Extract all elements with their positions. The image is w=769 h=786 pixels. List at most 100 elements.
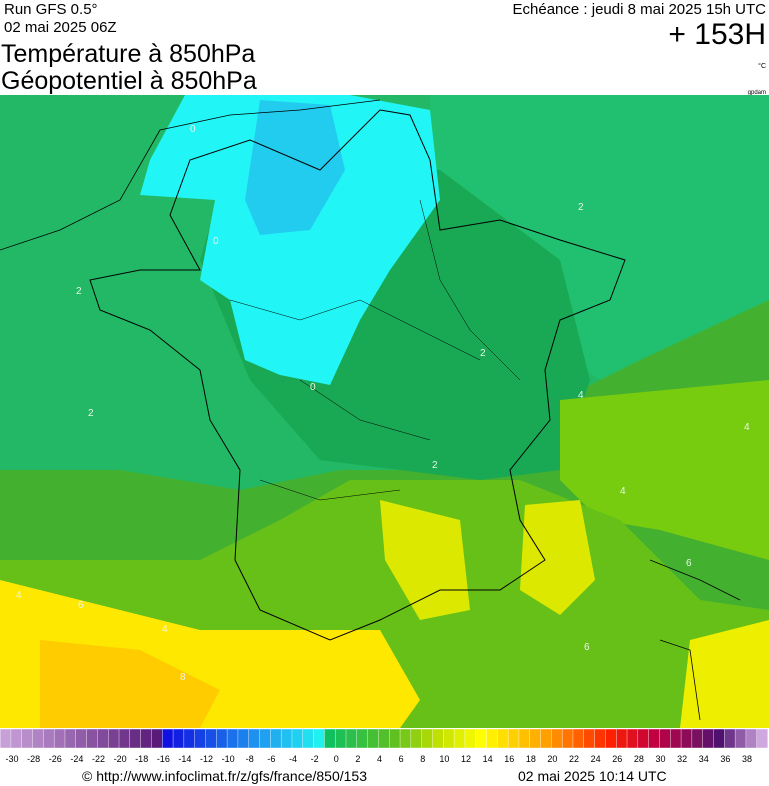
lead-time: + 153H xyxy=(668,18,766,51)
zone-2 xyxy=(430,95,769,380)
scale-cell xyxy=(648,728,660,749)
scale-cell xyxy=(345,728,358,749)
footer-generated: 02 mai 2025 10:14 UTC xyxy=(518,768,667,784)
scale-label: -28 xyxy=(27,754,40,764)
contour-label: 0 xyxy=(190,124,196,135)
scale-label: 24 xyxy=(591,754,601,764)
contour-label: 2 xyxy=(480,348,486,359)
unit-label: °C xyxy=(758,62,766,70)
contour-label: 4 xyxy=(620,486,626,497)
contour-label: 6 xyxy=(78,600,84,611)
scale-cell xyxy=(205,728,217,749)
scale-cell xyxy=(248,728,261,749)
footer-url: © http://www.infoclimat.fr/z/gfs/france/… xyxy=(82,768,367,784)
scale-cell xyxy=(21,728,34,749)
scale-label: 16 xyxy=(504,754,514,764)
scale-label: 38 xyxy=(742,754,752,764)
scale-cell xyxy=(32,728,44,749)
scale-cell xyxy=(583,728,596,749)
scale-label: 26 xyxy=(612,754,622,764)
scale-label: -8 xyxy=(246,754,254,764)
scale-label: 6 xyxy=(399,754,404,764)
contour-label: 2 xyxy=(432,460,438,471)
scale-label: 32 xyxy=(677,754,687,764)
scale-cell xyxy=(540,728,552,749)
scale-cell xyxy=(702,728,714,749)
scale-label: 36 xyxy=(720,754,730,764)
scale-cell xyxy=(659,728,671,749)
scale-cell xyxy=(432,728,444,749)
scale-cell xyxy=(670,728,682,749)
scale-label: 2 xyxy=(355,754,360,764)
scale-cell xyxy=(572,728,585,749)
scale-cell xyxy=(756,728,769,749)
scale-cell xyxy=(605,728,617,749)
scale-cell xyxy=(75,728,88,749)
contour-label: 6 xyxy=(686,558,692,569)
zone-8-corsica xyxy=(680,620,769,728)
scale-label: 22 xyxy=(569,754,579,764)
scale-cell xyxy=(561,728,574,749)
scale-label: -24 xyxy=(70,754,83,764)
map: 0 0 0 2 2 2 2 2 4 4 4 4 4 6 6 6 8 xyxy=(0,95,769,728)
scale-label: -30 xyxy=(5,754,18,764)
scale-cell xyxy=(129,728,142,749)
scale-label: -6 xyxy=(267,754,275,764)
scale-label: 34 xyxy=(699,754,709,764)
scale-cell xyxy=(259,728,271,749)
scale-label: 14 xyxy=(483,754,493,764)
scale-cell xyxy=(616,728,628,749)
scale-label: 30 xyxy=(656,754,666,764)
scale-label: -4 xyxy=(289,754,297,764)
color-scale: -30 -28 -26 -24 -22 -20 -18 -16 -14 -12 -10 -8 -6 -4-… xyxy=(0,728,769,764)
scale-label: -26 xyxy=(49,754,62,764)
scale-cell xyxy=(399,728,412,749)
valid-time: Echéance : jeudi 8 mai 2025 15h UTC xyxy=(513,1,767,18)
scale-cell xyxy=(10,728,23,749)
scale-cell xyxy=(626,728,639,749)
scale-cell xyxy=(43,728,55,749)
scale-cell xyxy=(356,728,369,749)
scale-cell xyxy=(475,728,488,749)
scale-cell xyxy=(237,728,250,749)
scale-cell xyxy=(453,728,466,749)
admin-borders xyxy=(229,199,521,501)
zone-8 xyxy=(380,500,595,620)
scale-label: 10 xyxy=(439,754,449,764)
contour-label: 2 xyxy=(76,286,82,297)
scale-cell xyxy=(97,728,109,749)
scale-cell xyxy=(529,728,542,749)
contour-label: 2 xyxy=(578,202,584,213)
france-border xyxy=(89,109,626,641)
run-label: Run GFS 0.5° xyxy=(4,1,98,18)
scale-cell xyxy=(551,728,563,749)
scale-cell xyxy=(280,728,293,749)
contour-label: 4 xyxy=(744,422,750,433)
scale-cell xyxy=(53,728,66,749)
scale-cell xyxy=(216,728,228,749)
scale-cell xyxy=(389,728,401,749)
scale-label: 0 xyxy=(334,754,339,764)
scale-cell xyxy=(162,728,174,749)
scale-label: -20 xyxy=(114,754,127,764)
scale-cell xyxy=(183,728,196,749)
scale-cell xyxy=(313,728,325,749)
scale-cell xyxy=(194,728,206,749)
scale-cell xyxy=(324,728,336,749)
scale-label: 28 xyxy=(634,754,644,764)
contour-label: 0 xyxy=(310,382,316,393)
scale-cell xyxy=(421,728,433,749)
scale-cell xyxy=(691,728,704,749)
scale-cell xyxy=(0,728,12,749)
scale-label: -16 xyxy=(157,754,170,764)
scale-label: -12 xyxy=(200,754,213,764)
scale-label: 20 xyxy=(547,754,557,764)
contour-label: 4 xyxy=(162,624,168,635)
contour-label: 4 xyxy=(578,390,584,401)
scale-cell xyxy=(367,728,379,749)
scale-cell xyxy=(507,728,520,749)
scale-cell xyxy=(302,728,315,749)
scale-cell xyxy=(464,728,477,749)
contour-label: 4 xyxy=(16,590,22,601)
